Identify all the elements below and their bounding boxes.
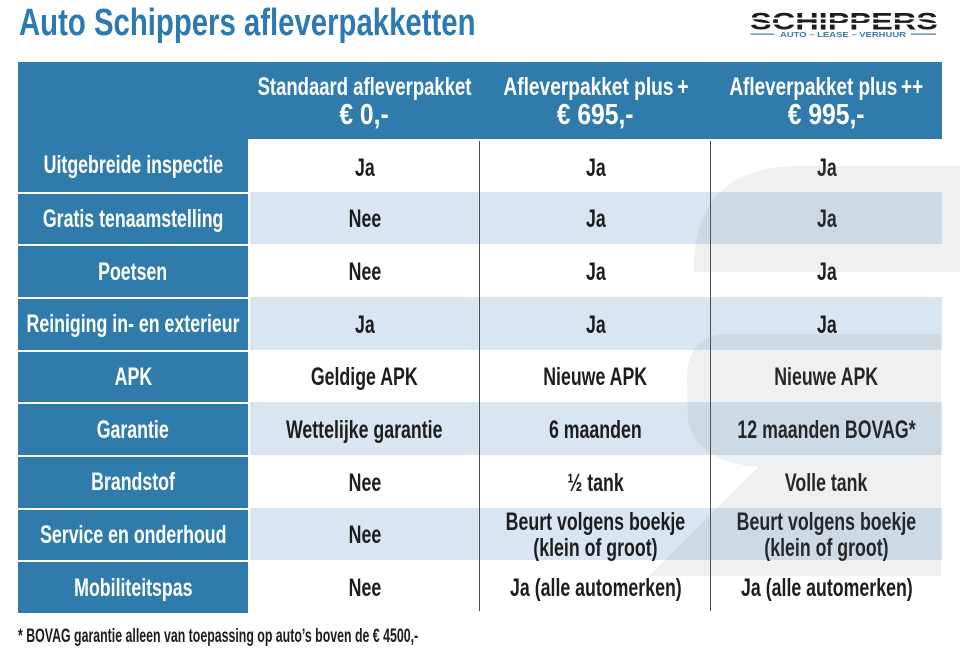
svg-text:AUTO – LEASE – VERHUUR: AUTO – LEASE – VERHUUR	[780, 30, 907, 39]
svg-text:SCHIPPERS: SCHIPPERS	[750, 9, 938, 36]
